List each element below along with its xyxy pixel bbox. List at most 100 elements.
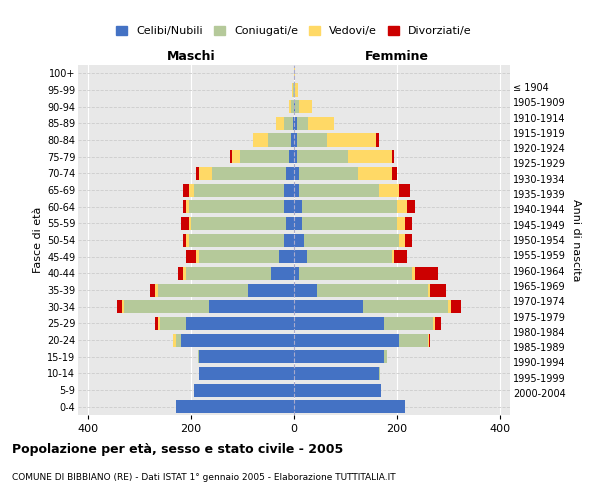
Bar bbox=[294, 384, 382, 396]
Bar bbox=[253, 134, 268, 146]
Bar bbox=[428, 284, 430, 296]
Bar bbox=[278, 250, 294, 263]
Bar bbox=[379, 184, 400, 196]
Bar bbox=[400, 334, 428, 346]
Text: Maschi: Maschi bbox=[167, 50, 215, 62]
Bar bbox=[302, 217, 397, 230]
Bar bbox=[184, 200, 186, 213]
Bar bbox=[199, 250, 278, 263]
Bar bbox=[194, 384, 294, 396]
Bar bbox=[299, 267, 412, 280]
Bar bbox=[307, 250, 392, 263]
Bar bbox=[199, 167, 212, 180]
Bar bbox=[296, 150, 348, 163]
Bar bbox=[181, 217, 188, 230]
Bar bbox=[376, 134, 379, 146]
Bar bbox=[295, 100, 299, 113]
Text: Femmine: Femmine bbox=[365, 50, 429, 62]
Bar bbox=[293, 117, 294, 130]
Bar bbox=[199, 350, 294, 363]
Bar bbox=[294, 284, 317, 296]
Bar bbox=[394, 250, 407, 263]
Bar bbox=[294, 334, 400, 346]
Bar bbox=[289, 100, 292, 113]
Bar bbox=[400, 184, 410, 196]
Bar bbox=[155, 284, 158, 296]
Bar bbox=[294, 150, 296, 163]
Bar bbox=[392, 150, 394, 163]
Y-axis label: Fasce di età: Fasce di età bbox=[32, 207, 43, 273]
Bar bbox=[412, 267, 415, 280]
Bar bbox=[294, 167, 299, 180]
Bar bbox=[184, 234, 186, 246]
Bar bbox=[268, 134, 292, 146]
Bar bbox=[158, 317, 160, 330]
Bar bbox=[122, 300, 124, 313]
Bar bbox=[358, 167, 392, 180]
Bar bbox=[404, 217, 412, 230]
Bar bbox=[209, 300, 294, 313]
Bar bbox=[292, 84, 293, 96]
Bar bbox=[160, 317, 186, 330]
Bar bbox=[308, 117, 334, 130]
Bar bbox=[317, 284, 428, 296]
Bar bbox=[232, 150, 240, 163]
Bar bbox=[294, 84, 295, 96]
Bar bbox=[404, 234, 412, 246]
Bar bbox=[184, 267, 186, 280]
Bar bbox=[186, 234, 188, 246]
Bar bbox=[296, 134, 328, 146]
Bar bbox=[429, 334, 430, 346]
Bar bbox=[299, 167, 358, 180]
Bar bbox=[384, 317, 433, 330]
Bar bbox=[271, 267, 294, 280]
Bar bbox=[348, 150, 392, 163]
Bar bbox=[392, 167, 397, 180]
Bar bbox=[299, 100, 312, 113]
Bar bbox=[294, 300, 364, 313]
Bar bbox=[294, 267, 299, 280]
Bar bbox=[294, 400, 404, 413]
Bar bbox=[294, 367, 379, 380]
Bar bbox=[397, 217, 404, 230]
Bar bbox=[448, 300, 451, 313]
Bar bbox=[304, 234, 400, 246]
Bar bbox=[436, 317, 440, 330]
Bar bbox=[230, 150, 232, 163]
Bar bbox=[433, 317, 436, 330]
Text: COMUNE DI BIBBIANO (RE) - Dati ISTAT 1° gennaio 2005 - Elaborazione TUTTITALIA.I: COMUNE DI BIBBIANO (RE) - Dati ISTAT 1° … bbox=[12, 472, 395, 482]
Bar bbox=[294, 317, 384, 330]
Bar bbox=[294, 234, 304, 246]
Bar bbox=[176, 334, 181, 346]
Bar bbox=[284, 200, 294, 213]
Bar bbox=[276, 117, 284, 130]
Bar bbox=[289, 150, 294, 163]
Bar bbox=[284, 117, 293, 130]
Bar bbox=[400, 234, 404, 246]
Bar bbox=[178, 267, 184, 280]
Bar bbox=[294, 117, 296, 130]
Bar bbox=[186, 250, 196, 263]
Bar bbox=[430, 284, 446, 296]
Bar bbox=[407, 200, 415, 213]
Bar bbox=[186, 317, 294, 330]
Bar bbox=[294, 200, 302, 213]
Bar bbox=[194, 184, 284, 196]
Bar bbox=[188, 234, 284, 246]
Bar bbox=[299, 184, 379, 196]
Bar bbox=[188, 184, 194, 196]
Bar bbox=[302, 200, 397, 213]
Bar bbox=[294, 67, 295, 80]
Bar bbox=[198, 350, 199, 363]
Bar bbox=[116, 300, 122, 313]
Bar bbox=[176, 400, 294, 413]
Text: Popolazione per età, sesso e stato civile - 2005: Popolazione per età, sesso e stato civil… bbox=[12, 442, 343, 456]
Bar bbox=[294, 217, 302, 230]
Bar bbox=[286, 217, 294, 230]
Bar bbox=[158, 284, 248, 296]
Bar bbox=[364, 300, 448, 313]
Legend: Celibi/Nubili, Coniugati/e, Vedovi/e, Divorziati/e: Celibi/Nubili, Coniugati/e, Vedovi/e, Di… bbox=[112, 22, 476, 41]
Bar bbox=[284, 184, 294, 196]
Bar bbox=[328, 134, 376, 146]
Bar bbox=[294, 134, 296, 146]
